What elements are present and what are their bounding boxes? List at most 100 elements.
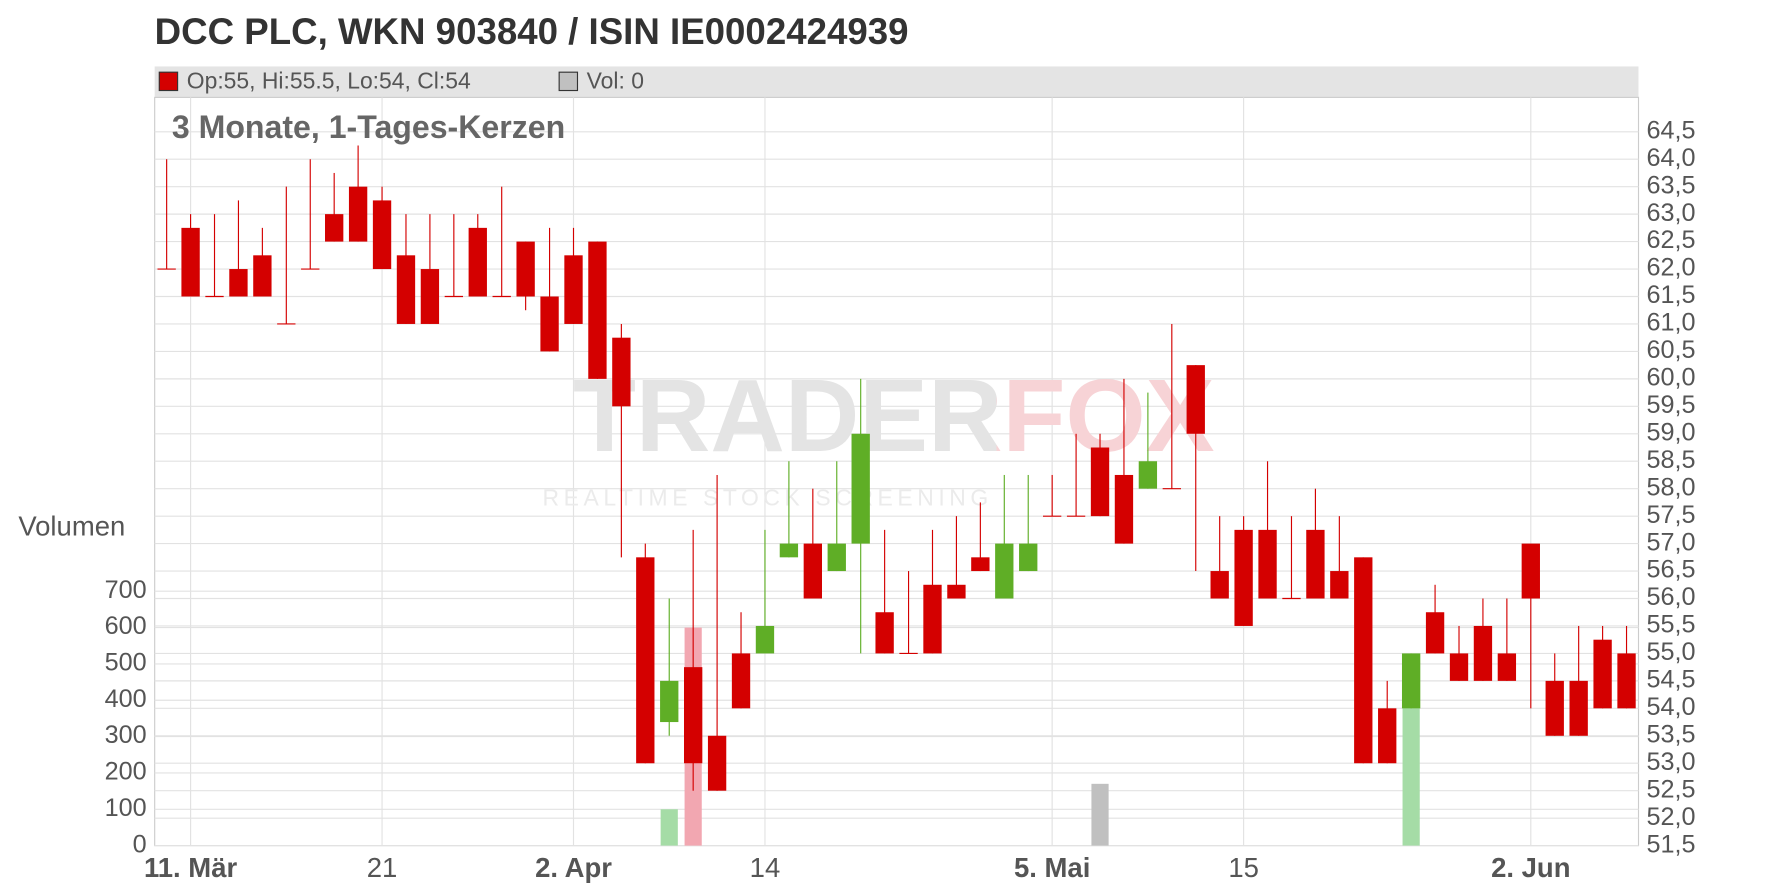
y-tick-label: 63,0 xyxy=(1647,199,1696,227)
candle-body xyxy=(851,433,870,544)
candle-body xyxy=(803,543,822,599)
y-tick-label: 55,0 xyxy=(1647,638,1696,666)
candle-body xyxy=(420,269,440,324)
candle-body xyxy=(1473,625,1493,681)
y-tick-label: 51,5 xyxy=(1647,830,1696,858)
candle-body xyxy=(1210,571,1229,599)
volume-tick-label: 200 xyxy=(105,758,147,786)
candle-body xyxy=(1186,365,1205,434)
y-tick-label: 64,0 xyxy=(1647,144,1696,172)
marks xyxy=(157,145,1636,846)
volume-tick-label: 500 xyxy=(105,649,147,677)
candle-body xyxy=(1354,557,1373,764)
y-tick-label: 60,5 xyxy=(1647,336,1696,364)
candle-body xyxy=(348,186,368,242)
candle-body xyxy=(755,625,775,654)
volume-tick-label: 700 xyxy=(105,576,147,604)
candle-body xyxy=(731,653,751,709)
candle-body xyxy=(1497,653,1517,681)
legend-ohlc: Op:55, Hi:55.5, Lo:54, Cl:54 xyxy=(187,68,471,94)
candle-body xyxy=(1114,474,1134,544)
candle-body xyxy=(1521,543,1540,599)
chart-title: DCC PLC, WKN 903840 / ISIN IE0002424939 xyxy=(155,11,909,52)
y-tick-label: 63,5 xyxy=(1647,171,1696,199)
candle-body xyxy=(540,296,559,352)
candle-body xyxy=(1019,543,1038,572)
y-tick-label: 62,0 xyxy=(1647,254,1696,282)
y-tick-label: 64,5 xyxy=(1647,116,1696,144)
y-tick-label: 56,5 xyxy=(1647,556,1696,584)
candle-body xyxy=(660,680,679,723)
candle-body xyxy=(1378,708,1397,764)
y-tick-label: 57,0 xyxy=(1647,528,1696,556)
candle-body xyxy=(1617,653,1636,709)
candle-body xyxy=(684,667,703,764)
x-tick-label: 2. Jun xyxy=(1491,852,1570,883)
candle-body xyxy=(636,557,655,764)
legend-volume: Vol: 0 xyxy=(587,68,644,94)
y-tick-label: 53,5 xyxy=(1647,720,1696,748)
volume-tick-label: 600 xyxy=(105,612,147,640)
candle-body xyxy=(1090,447,1110,517)
candle-body xyxy=(516,241,535,297)
candle-body xyxy=(779,543,799,558)
volume-tick-label: 0 xyxy=(133,830,147,858)
y-tick-label: 54,0 xyxy=(1647,693,1696,721)
subtitle: 3 Monate, 1-Tages-Kerzen xyxy=(172,109,565,145)
candle-body xyxy=(396,255,416,324)
volume-bar xyxy=(1091,783,1109,846)
volume-axis-label: Volumen xyxy=(18,510,125,541)
y-tick-label: 59,0 xyxy=(1647,418,1696,446)
watermark-brand: TRADERFOX xyxy=(573,358,1215,473)
candle-body xyxy=(1569,680,1588,736)
x-tick-label: 15 xyxy=(1228,852,1259,883)
y-tick-label: 54,5 xyxy=(1647,666,1696,694)
x-tick-label: 11. Mär xyxy=(144,852,238,883)
candle-body xyxy=(253,255,272,297)
y-tick-label: 58,5 xyxy=(1647,446,1696,474)
candle-body xyxy=(564,255,583,324)
y-tick-label: 61,5 xyxy=(1647,281,1696,309)
y-tick-label: 61,0 xyxy=(1647,309,1696,337)
candle-body xyxy=(1401,653,1421,709)
y-tick-label: 53,0 xyxy=(1647,748,1696,776)
candle-body xyxy=(181,227,200,297)
x-tick-label: 14 xyxy=(750,852,781,883)
y-tick-label: 58,0 xyxy=(1647,473,1696,501)
legend-band xyxy=(154,66,1639,98)
volume-bar xyxy=(660,809,678,846)
candle-body xyxy=(1425,612,1445,654)
candle-body xyxy=(971,557,990,572)
candle-body xyxy=(1593,639,1612,709)
y-tick-label: 52,0 xyxy=(1647,803,1696,831)
candle-body xyxy=(995,543,1014,599)
y-tick-label: 60,0 xyxy=(1647,364,1696,392)
volume-tick-label: 400 xyxy=(105,685,147,713)
volume-bar xyxy=(1402,707,1420,846)
y-tick-label: 59,5 xyxy=(1647,391,1696,419)
y-tick-label: 57,5 xyxy=(1647,501,1696,529)
x-tick-label: 21 xyxy=(367,852,398,883)
candle-body xyxy=(947,584,966,599)
candle-body xyxy=(1258,529,1277,599)
candle-body xyxy=(325,214,344,242)
candle-body xyxy=(1138,461,1158,489)
candle-body xyxy=(827,543,846,572)
legend-swatch xyxy=(558,71,579,92)
watermark-tagline: REALTIME STOCK SCREENING xyxy=(543,485,993,511)
y-tick-label: 56,0 xyxy=(1647,583,1696,611)
candle-body xyxy=(229,269,248,297)
volume-tick-label: 100 xyxy=(105,794,147,822)
y-tick-label: 55,5 xyxy=(1647,611,1696,639)
volume-tick-label: 300 xyxy=(105,721,147,749)
candle-body xyxy=(1330,571,1349,599)
candle-body xyxy=(1234,529,1253,626)
y-tick-label: 62,5 xyxy=(1647,226,1696,254)
candle-body xyxy=(707,735,727,791)
candle-body xyxy=(1545,680,1564,736)
candle-body xyxy=(468,227,487,297)
candle-body xyxy=(923,584,942,654)
candle-body xyxy=(612,337,631,407)
